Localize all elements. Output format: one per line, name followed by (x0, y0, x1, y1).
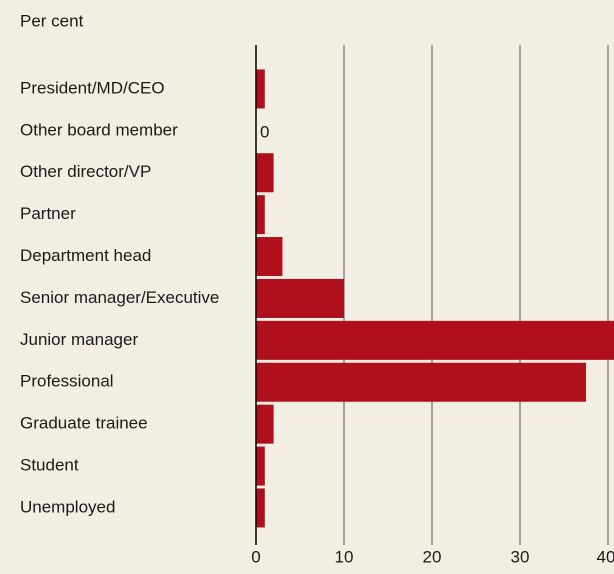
y-tick-label: Graduate trainee (20, 414, 148, 433)
y-tick-label: President/MD/CEO (20, 78, 165, 97)
y-tick-label: Student (20, 456, 79, 475)
bar (256, 195, 265, 235)
bar (256, 278, 344, 318)
y-tick-label: Other board member (20, 120, 178, 139)
y-tick-label: Senior manager/Executive (20, 288, 219, 307)
y-tick-label: Unemployed (20, 497, 115, 516)
x-tick-label: 40 (597, 547, 614, 566)
bar (256, 362, 586, 402)
bar (256, 69, 265, 109)
y-tick-label: Junior manager (20, 330, 138, 349)
chart-subtitle: Per cent (20, 11, 84, 30)
bar (256, 153, 274, 193)
bar (256, 446, 265, 486)
bar (256, 404, 274, 444)
x-tick-label: 0 (251, 547, 260, 566)
y-tick-label: Other director/VP (20, 162, 151, 181)
bar (256, 488, 265, 528)
x-tick-label: 10 (335, 547, 354, 566)
bar (256, 320, 614, 360)
y-tick-label: Partner (20, 204, 76, 223)
data-label: 0 (260, 122, 269, 141)
x-tick-label: 30 (511, 547, 530, 566)
x-tick-label: 20 (423, 547, 442, 566)
y-tick-label: Department head (20, 246, 151, 265)
bar (256, 237, 283, 277)
y-tick-label: Professional (20, 372, 114, 391)
